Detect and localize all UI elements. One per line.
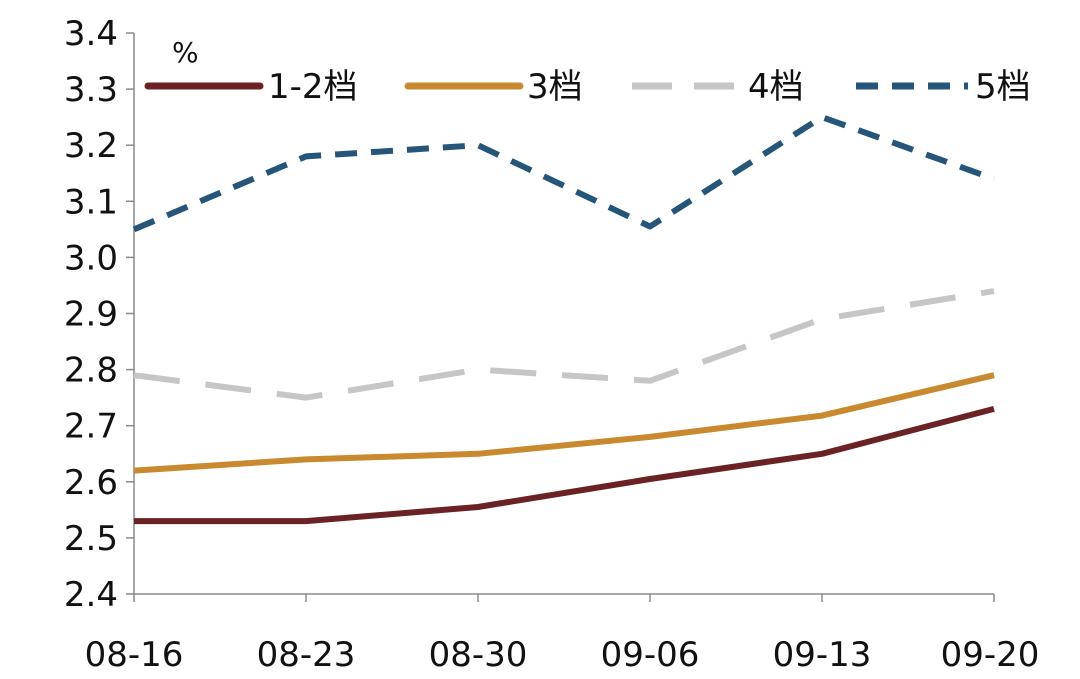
x-tick-label: 08-16 [85, 635, 184, 675]
y-axis-unit: % [172, 36, 199, 69]
y-tick-label: 3.3 [64, 70, 118, 110]
series-line-0 [134, 405, 995, 525]
x-tick-label: 09-20 [941, 635, 1040, 675]
y-tick-label: 2.5 [64, 519, 118, 559]
y-tick-label: 3.2 [64, 126, 118, 166]
series-line-3 [132, 114, 996, 233]
x-tick-label: 08-23 [257, 635, 356, 675]
legend: 1-2档 3档 4档 5档 [144, 67, 1031, 107]
y-tick-label: 3.1 [64, 182, 118, 222]
x-tick-label: 08-30 [429, 635, 528, 675]
y-tick-label: 3.0 [64, 238, 118, 278]
y-tick-label: 2.8 [64, 351, 118, 391]
series-line-2 [133, 288, 995, 401]
x-tick-label: 09-13 [773, 635, 872, 675]
legend-label-3: 5档 [975, 67, 1031, 107]
y-tick-label: 2.4 [64, 575, 118, 615]
series-lines [132, 114, 996, 525]
y-tick-label: 2.6 [64, 463, 118, 503]
axes: 2.4 2.5 2.6 2.7 2.8 2.9 3.0 3.1 3.2 3.3 3.4 08-16 08… [64, 14, 1039, 675]
y-tick-label: 2.9 [64, 295, 118, 335]
legend-label-1: 3档 [527, 67, 583, 107]
y-tick-label: 3.4 [64, 14, 118, 54]
x-tick-label: 09-06 [601, 635, 700, 675]
series-line-1 [133, 372, 995, 474]
y-tick-label: 2.7 [64, 407, 118, 447]
legend-label-2: 4档 [748, 67, 804, 107]
legend-label-0: 1-2档 [268, 67, 358, 107]
